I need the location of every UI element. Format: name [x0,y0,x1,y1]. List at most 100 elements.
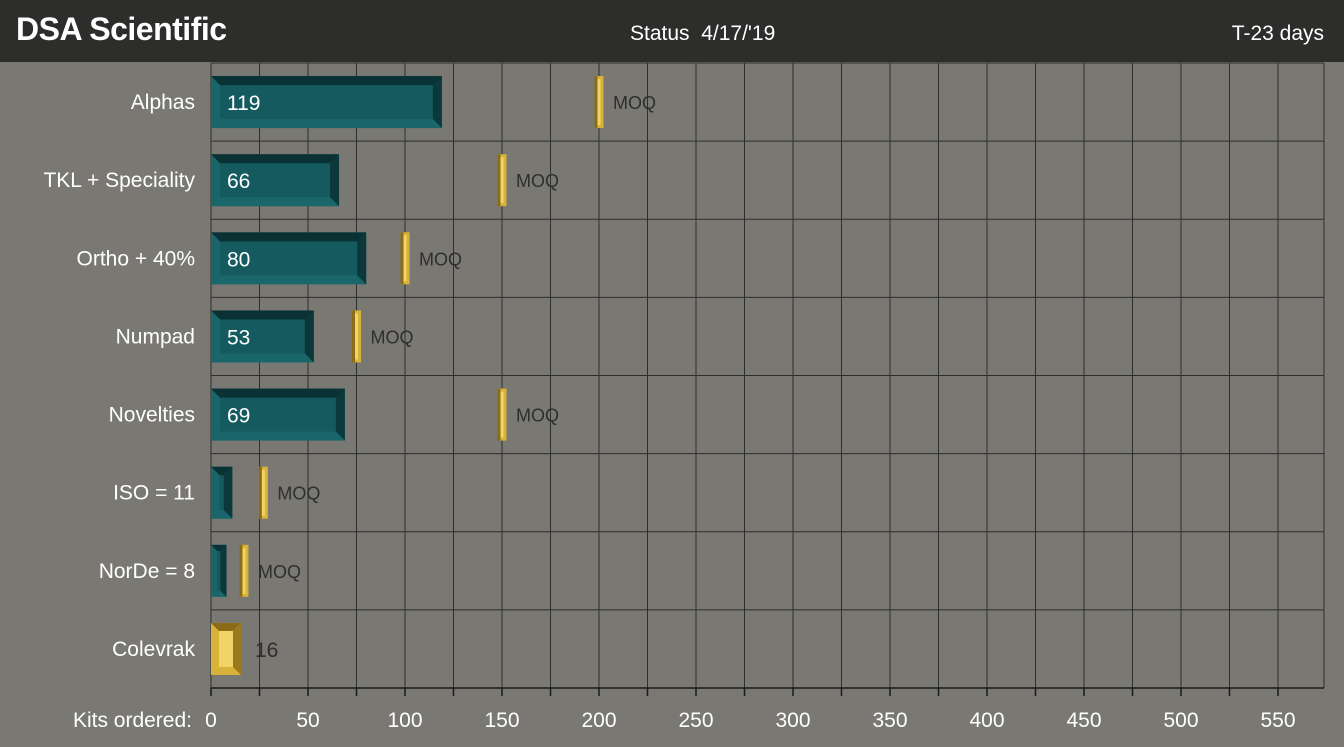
bar-bevel-right [223,466,233,519]
bar-row: Ortho + 40% 80 MOQ [77,232,462,285]
moq-marker-shade [594,76,598,129]
bar-bevel-top [211,466,233,476]
bar-bevel-bottom [211,431,345,441]
bar-row: Numpad 53 MOQ [116,310,414,363]
bar [211,544,227,597]
x-tick-label: 50 [296,709,319,732]
bar-bevel-right [357,232,367,285]
bar-bevel-top [211,154,340,164]
category-label: Novelties [109,404,195,427]
bar-bevel-bottom [211,197,340,207]
bar-value-label: 66 [227,170,250,193]
bar-bevel-left [211,154,220,207]
bar-value-label: 16 [255,639,278,662]
bar [211,154,340,207]
bar-bevel-left [211,388,220,441]
moq-label: MOQ [258,562,301,582]
moq-marker-shine [403,235,407,282]
bar-value-label: 119 [227,92,260,115]
moq-marker [497,154,507,207]
brand-title: DSA Scientific [16,11,227,47]
bar-bevel-top [211,544,227,552]
bar-bevel-left [211,466,220,519]
x-tick-label: 550 [1260,709,1295,732]
x-tick-label: 0 [205,709,217,732]
moq-marker [400,232,410,285]
bar-row: NorDe = 8 MOQ [99,544,301,597]
bar [211,232,367,285]
bar-bevel-bottom [211,510,233,519]
x-tick-label: 250 [678,709,713,732]
x-tick-label: 350 [872,709,907,732]
moq-label: MOQ [277,484,320,504]
category-label: Alphas [131,91,195,114]
bar [211,76,442,129]
category-label: Ortho + 40% [77,247,195,270]
moq-label: MOQ [371,327,414,347]
bar [211,310,314,363]
x-tick-label: 500 [1163,709,1198,732]
bar-bevel-left [211,310,220,363]
bar-bevel-bottom [211,119,442,129]
bar-row: ISO = 11 MOQ [113,466,320,519]
x-axis: 0 50 100 150 200 250 300 350 400 450 500 550 Kits or… [73,687,1324,732]
moq-marker-shine [242,547,246,594]
moq-marker [594,76,604,129]
bar-row: Novelties 69 MOQ [109,388,559,441]
category-label: NorDe = 8 [99,560,195,583]
gold-bar-face [219,630,233,667]
bar-bevel-right [304,310,314,363]
bar-bevel-right [335,388,345,441]
moq-marker-shade [239,544,243,597]
bar-value-label: 53 [227,326,250,349]
moq-marker [258,466,268,519]
countdown-label: T-23 days [1231,22,1324,45]
bar-bevel-left [211,232,220,285]
header-bar: DSA Scientific Status 4/17/'19 T-23 days [0,0,1344,62]
bar-bevel-left [211,544,218,597]
x-tick-label: 400 [969,709,1004,732]
moq-label: MOQ [419,249,462,269]
category-label: ISO = 11 [113,482,195,505]
moq-marker-shade [258,466,262,519]
moq-label: MOQ [613,93,656,113]
moq-marker-shine [500,391,504,438]
bar-bevel-left [211,76,220,129]
x-tick-label: 200 [581,709,616,732]
bar-bevel-right [330,154,340,207]
bar-bevel-top [211,76,442,86]
bar-bevel-right [220,544,227,597]
bar-bevel-bottom [211,353,314,363]
moq-marker [239,544,249,597]
bar-bevel-top [211,310,314,320]
bar-bevel-top [211,388,345,398]
gold-bar-bevel-top [211,622,241,631]
gold-bar [211,622,241,675]
category-label: Colevrak [112,638,195,661]
x-axis-title: Kits ordered: [73,709,192,732]
bar-value-label: 80 [227,248,250,271]
moq-marker-shine [500,157,504,204]
category-label: TKL + Speciality [43,169,195,192]
grid-lines [210,62,1325,689]
moq-marker-shade [352,310,355,363]
bar-row: Colevrak 16 [112,622,278,675]
moq-marker-shine [355,313,358,360]
moq-label: MOQ [516,171,559,191]
bar [211,466,233,519]
status-date: Status 4/17/'19 [630,22,776,45]
bar-bevel-bottom [211,275,367,285]
moq-marker-shade [400,232,404,285]
x-tick-label: 300 [775,709,810,732]
bar [211,388,345,441]
moq-marker-shine [597,79,601,126]
x-tick-label: 450 [1066,709,1101,732]
bar-bevel-top [211,232,367,242]
moq-label: MOQ [516,406,559,426]
bar-bevel-bottom [211,590,227,597]
bar-row: TKL + Speciality 66 MOQ [43,154,559,207]
bar-value-label: 69 [227,405,250,428]
x-tick-label: 100 [387,709,422,732]
gold-bar-bevel-right [233,622,241,675]
